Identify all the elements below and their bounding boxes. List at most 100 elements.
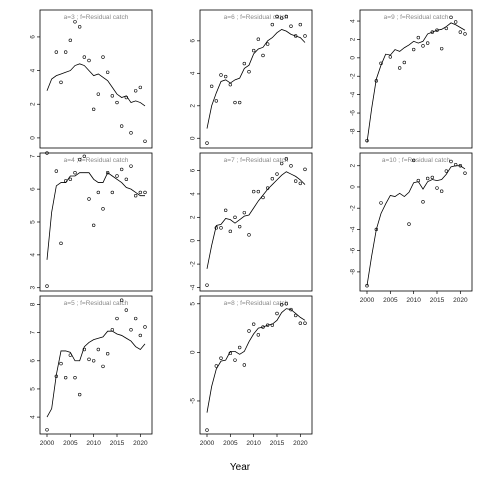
data-point xyxy=(115,100,119,105)
data-point xyxy=(45,428,49,432)
data-point xyxy=(298,181,303,186)
y-tick-label: 7 xyxy=(30,154,37,158)
data-point xyxy=(87,58,91,63)
panel-5: a=7 ; f=Residual catch -4 -2 0 2 4 6 xyxy=(190,152,313,292)
data-point xyxy=(303,167,307,172)
data-point xyxy=(82,154,87,158)
fitted-line xyxy=(46,330,146,418)
data-point xyxy=(237,224,242,229)
data-point xyxy=(261,53,265,58)
panel-frame xyxy=(39,295,153,435)
data-point xyxy=(129,164,133,168)
y-tick-label: 8 xyxy=(30,302,37,306)
data-point xyxy=(303,34,307,38)
y-tick-label: 4 xyxy=(30,415,37,419)
data-point xyxy=(242,210,247,215)
panel-1: a=3 ; f=Residual catch 0 2 4 6 xyxy=(30,9,153,155)
x-axis-label: Year xyxy=(230,462,251,473)
y-tick-label: -4 xyxy=(190,284,197,290)
x-tick-label: 2015 xyxy=(270,440,285,447)
data-point xyxy=(209,84,214,89)
panel-strip-label: a=6 ; f=Residual catch xyxy=(224,14,289,21)
y-tick-label: 4 xyxy=(350,19,357,23)
y-tick-label: 0 xyxy=(30,136,37,140)
data-point xyxy=(439,46,444,51)
data-point xyxy=(293,313,298,318)
data-point xyxy=(279,161,284,166)
y-tick-label: 5 xyxy=(30,220,37,224)
data-point xyxy=(256,37,261,41)
y-tick-label: 4 xyxy=(190,192,197,196)
data-point xyxy=(214,99,219,103)
data-point xyxy=(425,41,430,45)
data-point xyxy=(101,207,105,211)
data-point xyxy=(388,55,393,59)
x-tick-label: 2005 xyxy=(223,440,238,447)
data-point xyxy=(261,325,265,329)
x-tick-label: 2010 xyxy=(86,440,101,447)
data-point xyxy=(379,201,383,205)
data-point xyxy=(219,73,223,77)
y-tick-label: 2 xyxy=(350,37,357,41)
data-point xyxy=(289,307,293,312)
data-point xyxy=(143,139,147,143)
data-point xyxy=(214,364,219,368)
data-point xyxy=(275,172,279,176)
y-tick-label: 5 xyxy=(30,387,37,391)
y-tick-label: -6 xyxy=(350,247,357,253)
data-point xyxy=(228,82,233,87)
panel-frame xyxy=(359,152,473,292)
data-point xyxy=(105,171,110,175)
x-tick-label: 2015 xyxy=(430,297,445,304)
data-point xyxy=(284,302,289,306)
y-tick-label: -8 xyxy=(350,128,357,134)
panel-6: a=10 ; f=Residual catch -8 -6 -4 -2 0 2 2000 200… xyxy=(350,152,473,304)
data-point xyxy=(115,316,119,321)
y-tick-label: -6 xyxy=(350,110,357,116)
data-point xyxy=(270,323,275,327)
data-point xyxy=(275,14,279,19)
data-point xyxy=(205,141,209,145)
data-point xyxy=(237,345,242,350)
data-point xyxy=(96,92,101,96)
data-point xyxy=(105,70,110,74)
data-point xyxy=(91,223,96,227)
data-point xyxy=(101,55,105,59)
data-point xyxy=(73,375,77,380)
panel-8: a=8 ; f=Residual catch -5 0 5 2000 2005 2010 20… xyxy=(190,295,313,447)
fitted-line xyxy=(206,171,306,269)
data-point xyxy=(219,226,223,230)
x-tick-label: 2000 xyxy=(200,440,215,447)
panel-frame xyxy=(39,152,153,292)
data-point xyxy=(425,176,430,181)
data-point xyxy=(402,60,407,65)
data-point xyxy=(54,169,59,173)
panel-frame xyxy=(199,9,313,149)
data-point xyxy=(275,311,279,316)
y-tick-label: -2 xyxy=(350,73,357,79)
data-point xyxy=(77,25,82,29)
data-point xyxy=(374,227,379,232)
data-point xyxy=(233,215,237,220)
data-point xyxy=(444,26,449,31)
y-tick-label: 0 xyxy=(350,185,357,189)
data-point xyxy=(251,48,256,53)
data-point xyxy=(124,95,129,100)
data-point xyxy=(119,124,124,128)
y-tick-label: -2 xyxy=(190,261,197,267)
x-tick-label: 2000 xyxy=(40,440,55,447)
data-point xyxy=(138,190,143,195)
panel-frame xyxy=(199,152,313,292)
data-point xyxy=(63,375,68,380)
data-point xyxy=(91,107,96,111)
panel-strip-label: a=9 ; f=Residual catch xyxy=(384,14,449,21)
data-point xyxy=(105,352,110,356)
y-tick-label: 4 xyxy=(30,253,37,257)
data-point xyxy=(45,284,49,288)
data-point xyxy=(138,85,143,90)
data-point xyxy=(411,158,416,163)
data-point xyxy=(101,364,105,369)
data-point xyxy=(256,189,261,194)
data-point xyxy=(293,34,298,38)
